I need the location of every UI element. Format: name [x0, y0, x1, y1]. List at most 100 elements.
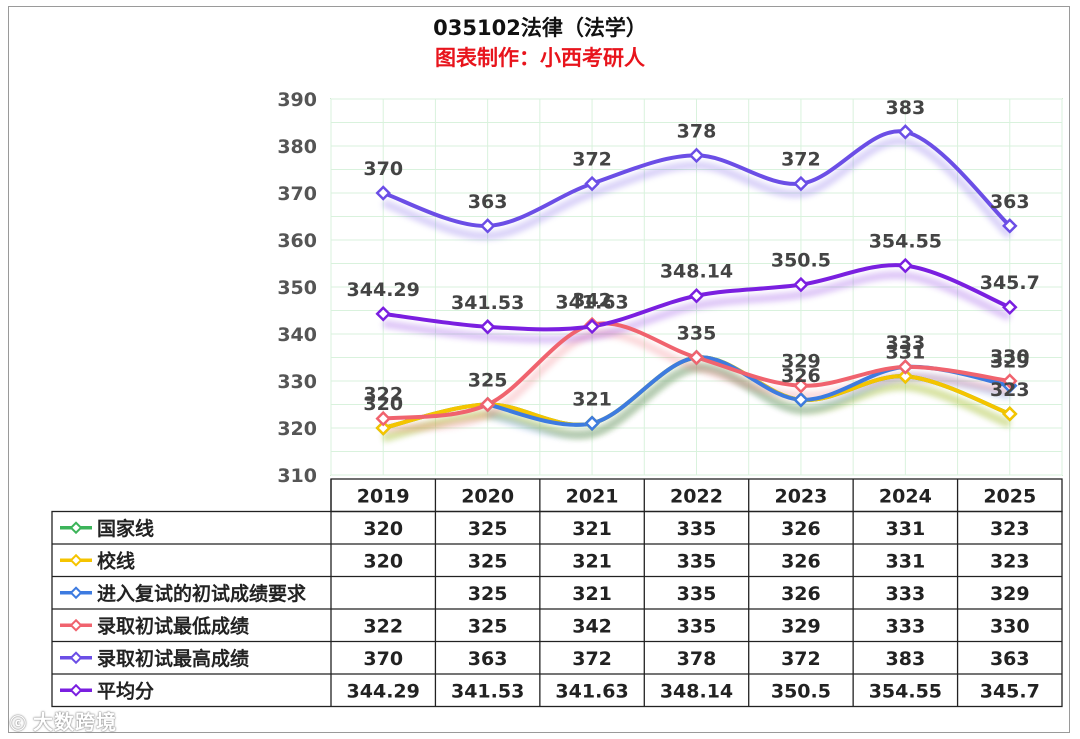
- data-point-marker: [375, 410, 391, 427]
- chart-frame: [8, 6, 1070, 733]
- table-row-name: 录取初试最低成绩: [97, 614, 249, 637]
- table-cell: 341.63: [555, 680, 628, 702]
- table-row-name: 校线: [97, 549, 135, 572]
- data-label: 363: [990, 191, 1030, 213]
- data-point-marker: [897, 257, 914, 274]
- data-point-marker: [1002, 373, 1018, 389]
- data-label: 370: [363, 158, 403, 180]
- x-category-label: 2020: [461, 485, 514, 507]
- table-cell: 329: [990, 583, 1030, 605]
- data-label: 323: [990, 379, 1030, 401]
- plot-area: 310 320 330 340 350 360 370 380 390 320 331 323 321 3…: [277, 89, 1063, 487]
- table-cell: 321: [572, 550, 612, 572]
- data-point-marker: [1002, 406, 1018, 422]
- data-label: 329: [990, 351, 1030, 373]
- data-point-marker: [897, 368, 914, 385]
- data-label: 378: [677, 120, 717, 142]
- y-tick-label: 350: [277, 277, 317, 299]
- x-category-label: 2019: [357, 485, 410, 507]
- watermark-logo-icon: ⓒ: [10, 714, 28, 733]
- legend-key-marker: [69, 586, 83, 600]
- y-tick-label: 370: [277, 183, 317, 205]
- table-cell: 354.55: [869, 680, 942, 702]
- table-row-name: 平均分: [97, 679, 154, 702]
- data-label: 372: [781, 149, 821, 171]
- data-point-marker: [584, 318, 600, 335]
- table-cell: 330: [990, 615, 1030, 637]
- watermark-text: 大数跨境: [33, 710, 118, 734]
- data-point-marker: [688, 147, 705, 164]
- data-label: 331: [886, 341, 926, 363]
- y-tick-label: 390: [277, 89, 317, 111]
- table-cell: 329: [781, 615, 821, 637]
- data-label: 335: [677, 323, 717, 345]
- data-point-marker: [1002, 218, 1018, 234]
- data-point-marker: [897, 359, 914, 375]
- data-label: 329: [781, 351, 821, 373]
- chart-title: 035102法律（法学）: [433, 16, 647, 40]
- table-cell: 345.7: [980, 680, 1040, 702]
- data-point-marker: [793, 377, 809, 394]
- data-point-marker: [793, 175, 809, 192]
- table-cell: 344.29: [347, 680, 420, 702]
- legend-key-marker: [69, 521, 83, 535]
- table-cell: 378: [677, 648, 717, 670]
- data-point-marker: [375, 185, 391, 201]
- table-cell: 321: [572, 583, 612, 605]
- legend-key-marker: [69, 683, 83, 697]
- table-cell: 323: [990, 518, 1030, 540]
- legend-key-marker: [69, 651, 83, 665]
- table-cell: 326: [781, 550, 821, 572]
- table-cell: 333: [886, 615, 926, 637]
- data-point-marker: [375, 306, 391, 322]
- table-cell: 323: [990, 550, 1030, 572]
- table-cell: 348.14: [660, 680, 733, 702]
- table-cell: 372: [572, 648, 612, 670]
- table-cell: 321: [572, 518, 612, 540]
- data-point-marker: [479, 396, 496, 413]
- data-label: 354.55: [869, 231, 942, 253]
- table-cell: 331: [886, 550, 926, 572]
- data-point-marker: [897, 124, 914, 140]
- y-tick-label: 310: [277, 465, 317, 487]
- table-cell: 326: [781, 518, 821, 540]
- table-cell: 383: [886, 648, 926, 670]
- table-cell: 335: [677, 550, 717, 572]
- table-cell: 335: [677, 518, 717, 540]
- data-label: 344.29: [347, 279, 420, 301]
- x-category-label: 2023: [774, 485, 827, 507]
- data-label: 325: [468, 370, 508, 392]
- data-label: 322: [363, 384, 403, 406]
- data-label: 348.14: [660, 261, 733, 283]
- table-cell: 363: [990, 648, 1030, 670]
- data-label: 333: [886, 332, 926, 354]
- x-category-label: 2021: [566, 485, 619, 507]
- table-cell: 325: [468, 583, 508, 605]
- series-shadow: [381, 137, 1013, 240]
- data-point-marker: [584, 175, 600, 192]
- table-cell: 320: [363, 550, 403, 572]
- data-point-marker: [688, 349, 705, 366]
- legend-key-marker: [69, 553, 83, 567]
- table-cell: 335: [677, 615, 717, 637]
- table-row-name: 录取初试最高成绩: [97, 647, 249, 670]
- table-cell: 372: [781, 648, 821, 670]
- data-label: 350.5: [771, 250, 831, 272]
- x-category-label: 2022: [670, 485, 723, 507]
- legend-key-marker: [69, 618, 83, 632]
- chart-subtitle: 图表制作：小西考研人: [435, 46, 645, 70]
- y-tick-label: 380: [277, 136, 317, 158]
- data-label: 383: [886, 97, 926, 119]
- table-cell: 350.5: [771, 680, 831, 702]
- data-label: 341.63: [555, 291, 628, 313]
- table-cell: 341.53: [451, 680, 524, 702]
- data-label: 320: [363, 393, 403, 415]
- data-label: 321: [572, 388, 612, 410]
- data-point-marker: [688, 287, 705, 304]
- data-point-marker: [1002, 299, 1018, 315]
- data-label: 330: [990, 346, 1030, 368]
- data-point-marker: [479, 319, 496, 335]
- x-category-label: 2024: [879, 485, 932, 507]
- table-cell: 325: [468, 615, 508, 637]
